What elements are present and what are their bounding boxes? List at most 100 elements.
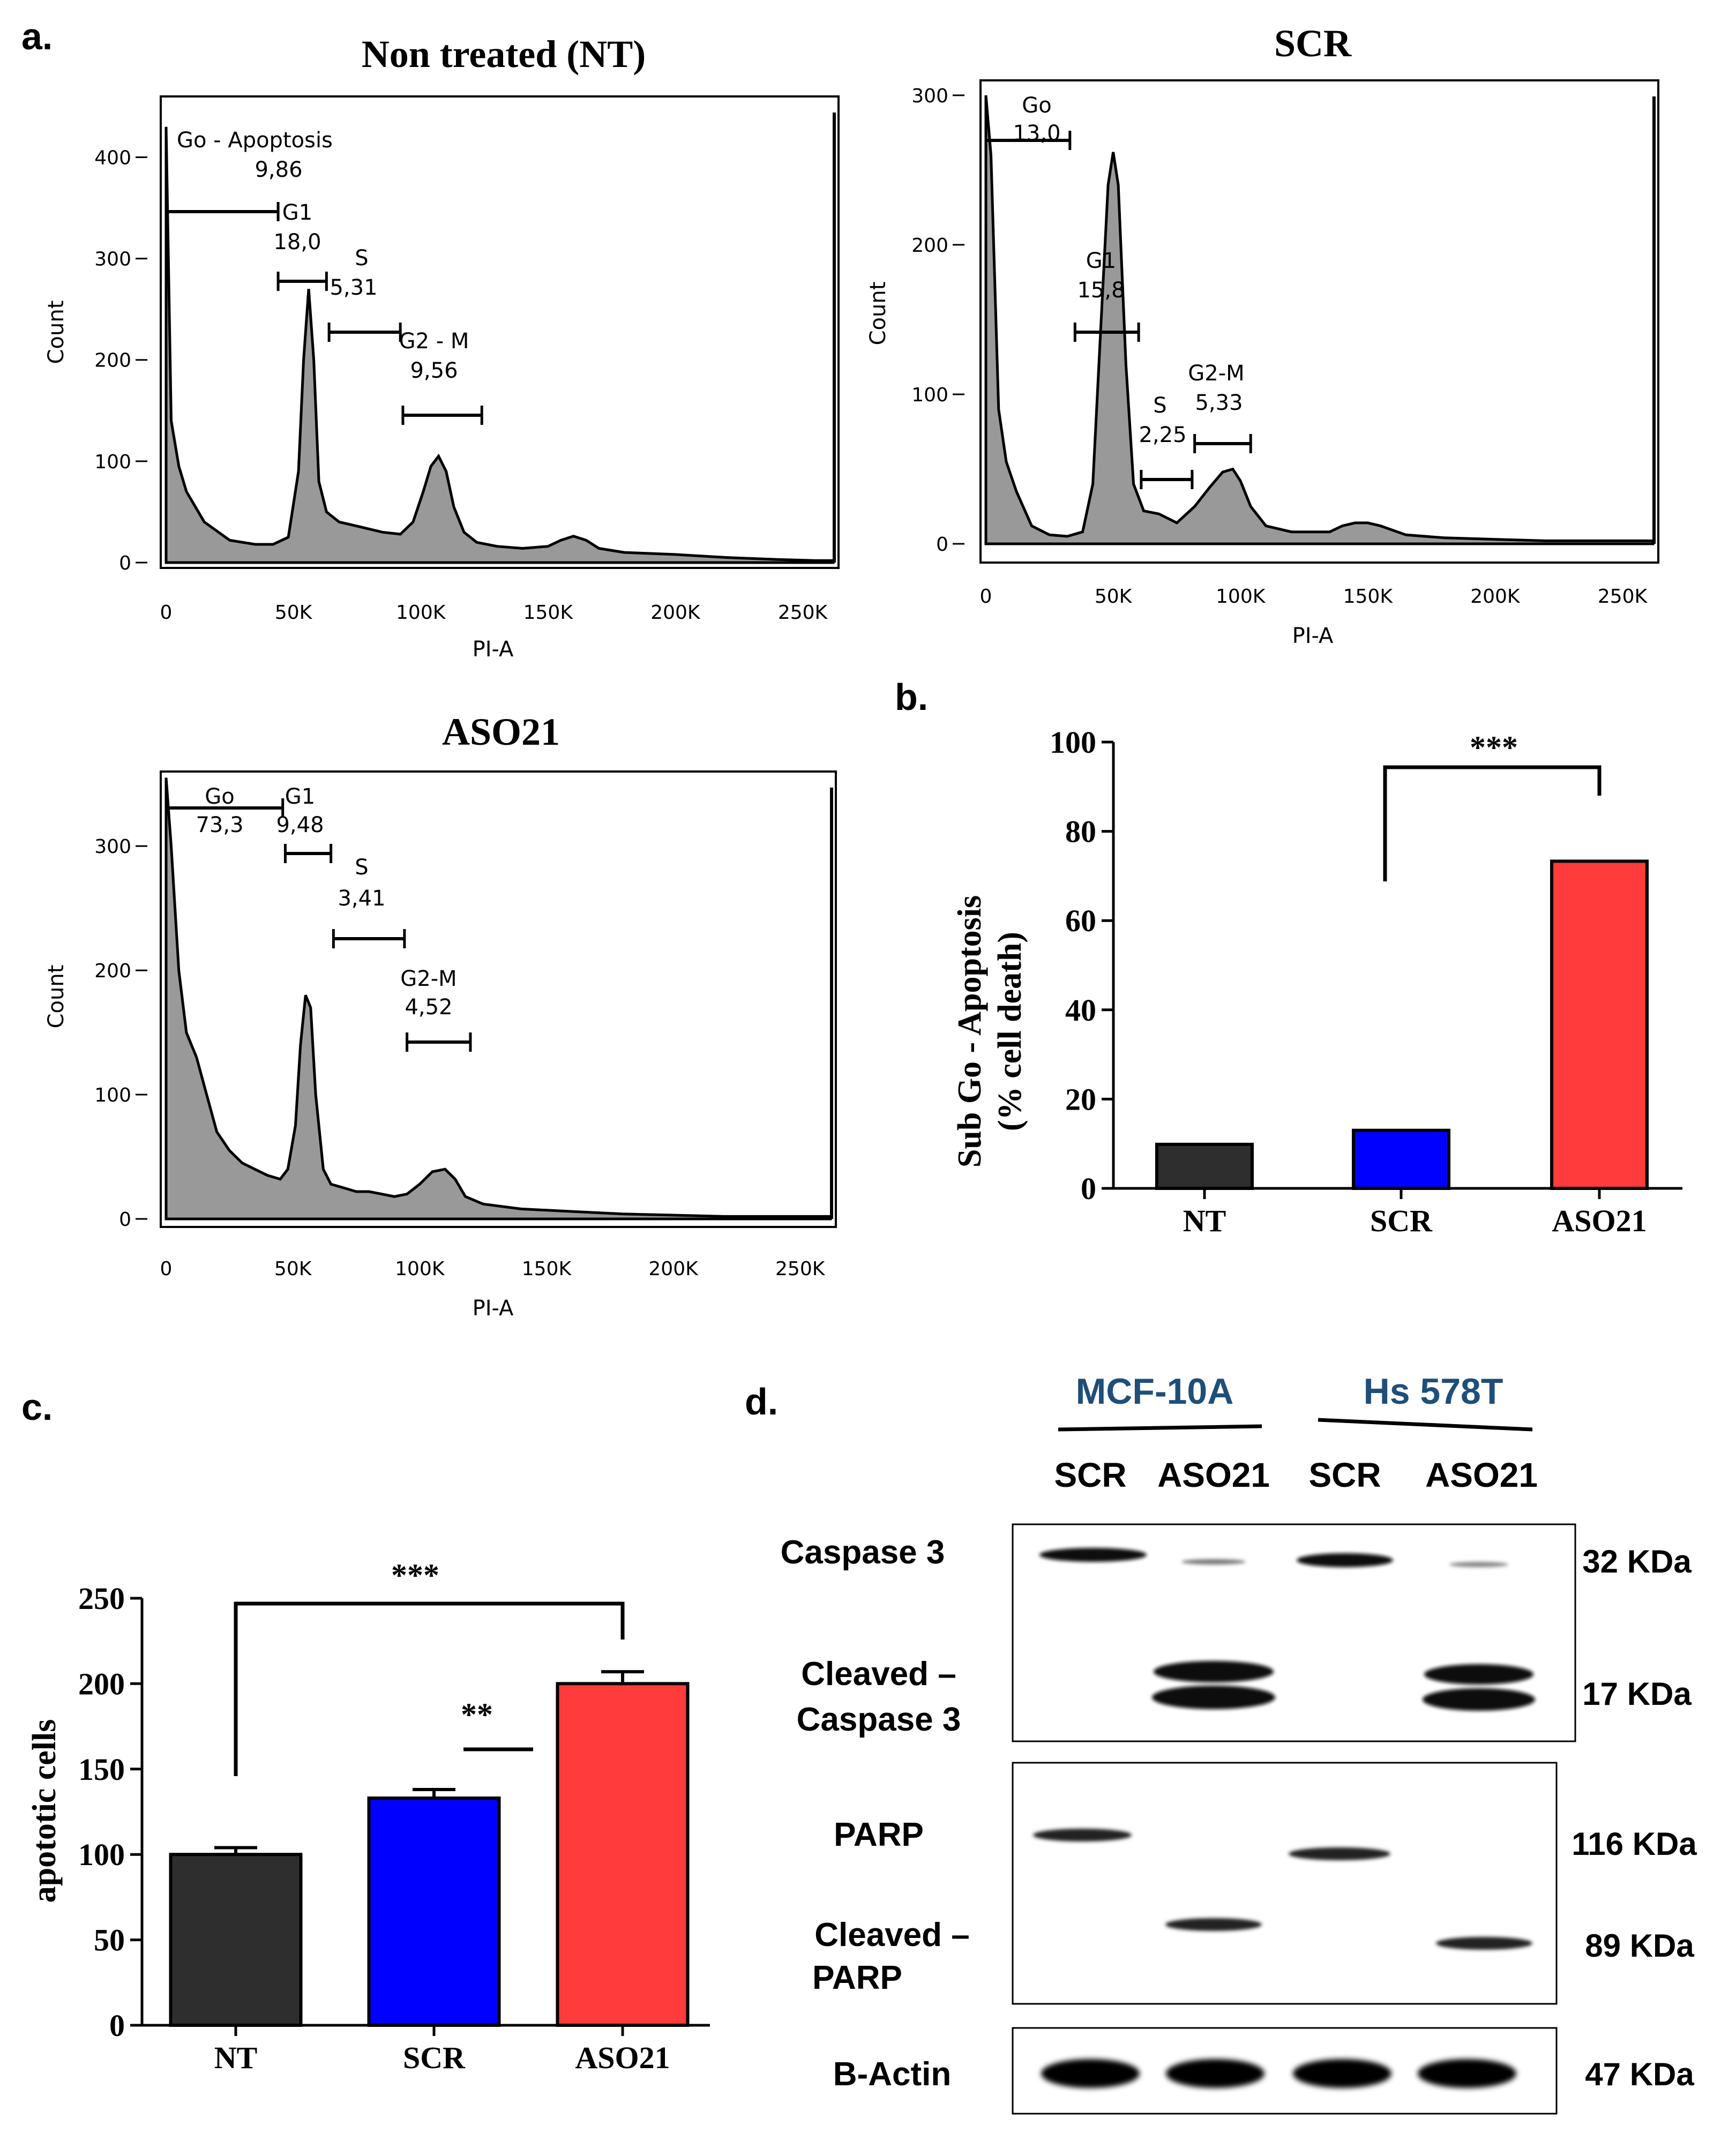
- scr-histogram-frame: [979, 79, 1659, 564]
- scr-histogram-ytick-label: 100: [911, 384, 948, 406]
- apoptotic-ylabel: apototic cells: [26, 1719, 63, 1903]
- blot-group-hs578t-underline: [1318, 1418, 1533, 1432]
- band-caspase3-mcf-scr: [1039, 1548, 1147, 1562]
- band-parp-mcf-scr: [1033, 1829, 1132, 1841]
- band-actin-3: [1293, 2059, 1391, 2088]
- apoptotic-bar-ytick-label: 200: [78, 1666, 125, 1701]
- nt-histogram-xtick-label: 0: [160, 602, 173, 624]
- scr-histogram-gate-name: G2-M: [1188, 361, 1244, 386]
- nt-histogram-xtick-label: 150K: [523, 602, 574, 624]
- aso21-histogram-xlabel: PI-A: [473, 1296, 514, 1321]
- nt-histogram-ytick-label: 400: [94, 147, 131, 169]
- aso21-histogram-gate-value: 9,48: [276, 813, 324, 837]
- blot-row-cleaved-caspase3-line1: Cleaved –: [801, 1656, 956, 1693]
- apoptotic-bar-ytick-label: 50: [94, 1923, 125, 1958]
- nt-histogram-gate-name: G1: [282, 200, 312, 225]
- scr-histogram-xtick-label: 0: [980, 586, 992, 608]
- band-cleaved-caspase3-hs-aso21-upper: [1424, 1664, 1533, 1685]
- apoptotic-significance-label-scr-aso21: **: [461, 1697, 493, 1732]
- blot-size-17: 17 KDa: [1582, 1676, 1692, 1712]
- nt-histogram-gate-name: S: [355, 246, 368, 271]
- band-caspase3-mcf-aso21: [1181, 1559, 1246, 1564]
- blot-row-actin: B-Actin: [833, 2056, 951, 2093]
- nt-histogram-title: Non treated (NT): [362, 33, 646, 76]
- scr-histogram-gate-value: 13,0: [1013, 121, 1060, 146]
- nt-histogram-gate-value: 9,86: [255, 158, 302, 182]
- nt-histogram-gate-value: 5,31: [330, 275, 377, 300]
- scr-histogram-xtick-label: 100K: [1216, 586, 1266, 608]
- band-cleaved-caspase3-hs-aso21-lower: [1423, 1688, 1535, 1711]
- scr-histogram-ytick-label: 300: [911, 85, 948, 107]
- nt-histogram-xlabel: PI-A: [473, 637, 514, 662]
- subgo-bar-bar-aso21: [1550, 859, 1649, 1190]
- nt-histogram-gate-name: G2 - M: [399, 329, 469, 354]
- aso21-histogram-xtick-label: 100K: [395, 1258, 445, 1280]
- apoptotic-significance-label-nt-aso21: ***: [391, 1558, 439, 1593]
- scr-histogram-ytick-label: 200: [911, 235, 948, 257]
- nt-histogram-frame: [160, 95, 840, 569]
- band-cleaved-parp-mcf-aso21: [1165, 1918, 1262, 1931]
- subgo-significance-bracket: [1383, 765, 1602, 881]
- blot-row-cleaved-parp-line1: Cleaved –: [814, 1917, 970, 1953]
- aso21-histogram-xtick-label: 50K: [274, 1258, 312, 1280]
- blot-size-116: 116 KDa: [1572, 1826, 1697, 1862]
- scr-histogram-gate-name: Go: [1022, 93, 1051, 118]
- blot-box-parp: [1012, 1762, 1558, 2005]
- apoptotic-bar-ytick-label: 250: [78, 1581, 125, 1616]
- scr-histogram-chart: Go 13,0 G1 15,8 S 2,25 G2-M 5,33 0 50K 100K 150K 20…: [866, 22, 1659, 648]
- subgo-bar-xtick-label: NT: [1183, 1203, 1226, 1238]
- blot-size-32: 32 KDa: [1582, 1544, 1692, 1579]
- scr-histogram-gate-value: 5,33: [1195, 391, 1243, 415]
- scr-histogram-gate-value: 2,25: [1139, 423, 1186, 447]
- band-actin-2: [1166, 2059, 1264, 2088]
- nt-histogram-ytick-label: 300: [94, 249, 131, 271]
- subgo-bar-ytick-label: 100: [1050, 725, 1096, 760]
- aso21-histogram-xtick-label: 0: [160, 1258, 173, 1280]
- scr-histogram-gate-value: 15,8: [1077, 278, 1125, 303]
- scr-histogram-xtick-label: 250K: [1598, 586, 1648, 608]
- scr-histogram-gate-name: S: [1153, 393, 1166, 418]
- nt-histogram-xtick-label: 100K: [396, 602, 446, 624]
- apoptotic-bar-bar-nt: [169, 1853, 303, 2027]
- nt-histogram-gate-value: 9,56: [410, 358, 458, 383]
- band-cleaved-caspase3-mcf-aso21-upper: [1154, 1661, 1274, 1682]
- scr-histogram-xlabel: PI-A: [1292, 624, 1334, 648]
- aso21-histogram-frame: [160, 770, 837, 1228]
- apoptotic-bar-bar-aso21: [556, 1682, 690, 2027]
- aso21-histogram-xtick-label: 250K: [775, 1258, 826, 1280]
- nt-histogram-ylabel: Count: [44, 301, 69, 364]
- blot-size-89: 89 KDa: [1585, 1928, 1694, 1964]
- band-actin-1: [1041, 2059, 1140, 2088]
- scr-histogram-ytick-label: 0: [936, 534, 948, 556]
- band-actin-4: [1418, 2059, 1516, 2088]
- apoptotic-bar-ytick-label: 150: [78, 1752, 125, 1787]
- aso21-histogram-ytick-label: 300: [94, 836, 131, 858]
- band-parp-hs-scr: [1289, 1847, 1390, 1860]
- subgo-bar-ytick-label: 60: [1065, 903, 1096, 938]
- western-blot: MCF-10A Hs 578T SCR ASO21 SCR ASO21: [781, 1371, 1697, 2115]
- blot-group-mcf10a-underline: [1058, 1424, 1262, 1432]
- nt-histogram-ytick-label: 0: [119, 552, 131, 574]
- nt-histogram-ytick-label: 200: [94, 350, 131, 372]
- blot-group-hs578t: Hs 578T: [1364, 1371, 1503, 1412]
- band-cleaved-caspase3-mcf-aso21-lower: [1152, 1686, 1275, 1709]
- subgo-ylabel-line2: (% cell death): [992, 932, 1028, 1131]
- scr-histogram-ylabel: Count: [866, 282, 891, 346]
- apoptotic-significance-bracket-nt-aso21: [234, 1601, 625, 1776]
- blot-lane-2: ASO21: [1157, 1456, 1270, 1494]
- band-caspase3-hs-scr: [1297, 1553, 1393, 1567]
- blot-row-parp: PARP: [834, 1816, 924, 1853]
- nt-histogram-gate-name: Go - Apoptosis: [177, 128, 333, 153]
- scr-histogram-area: [984, 95, 1655, 545]
- panel-label-b: b.: [895, 676, 928, 718]
- aso21-histogram-gate-value: 73,3: [196, 813, 243, 837]
- apoptotic-bar-xtick-label: NT: [214, 2040, 258, 2075]
- band-cleaved-parp-hs-aso21: [1436, 1937, 1532, 1950]
- nt-histogram-gate-value: 18,0: [273, 230, 321, 254]
- aso21-histogram-ytick-label: 0: [119, 1209, 131, 1231]
- blot-row-cleaved-caspase3-line2: Caspase 3: [797, 1701, 961, 1738]
- blot-row-caspase3: Caspase 3: [781, 1534, 945, 1571]
- panel-label-d: d.: [745, 1381, 778, 1423]
